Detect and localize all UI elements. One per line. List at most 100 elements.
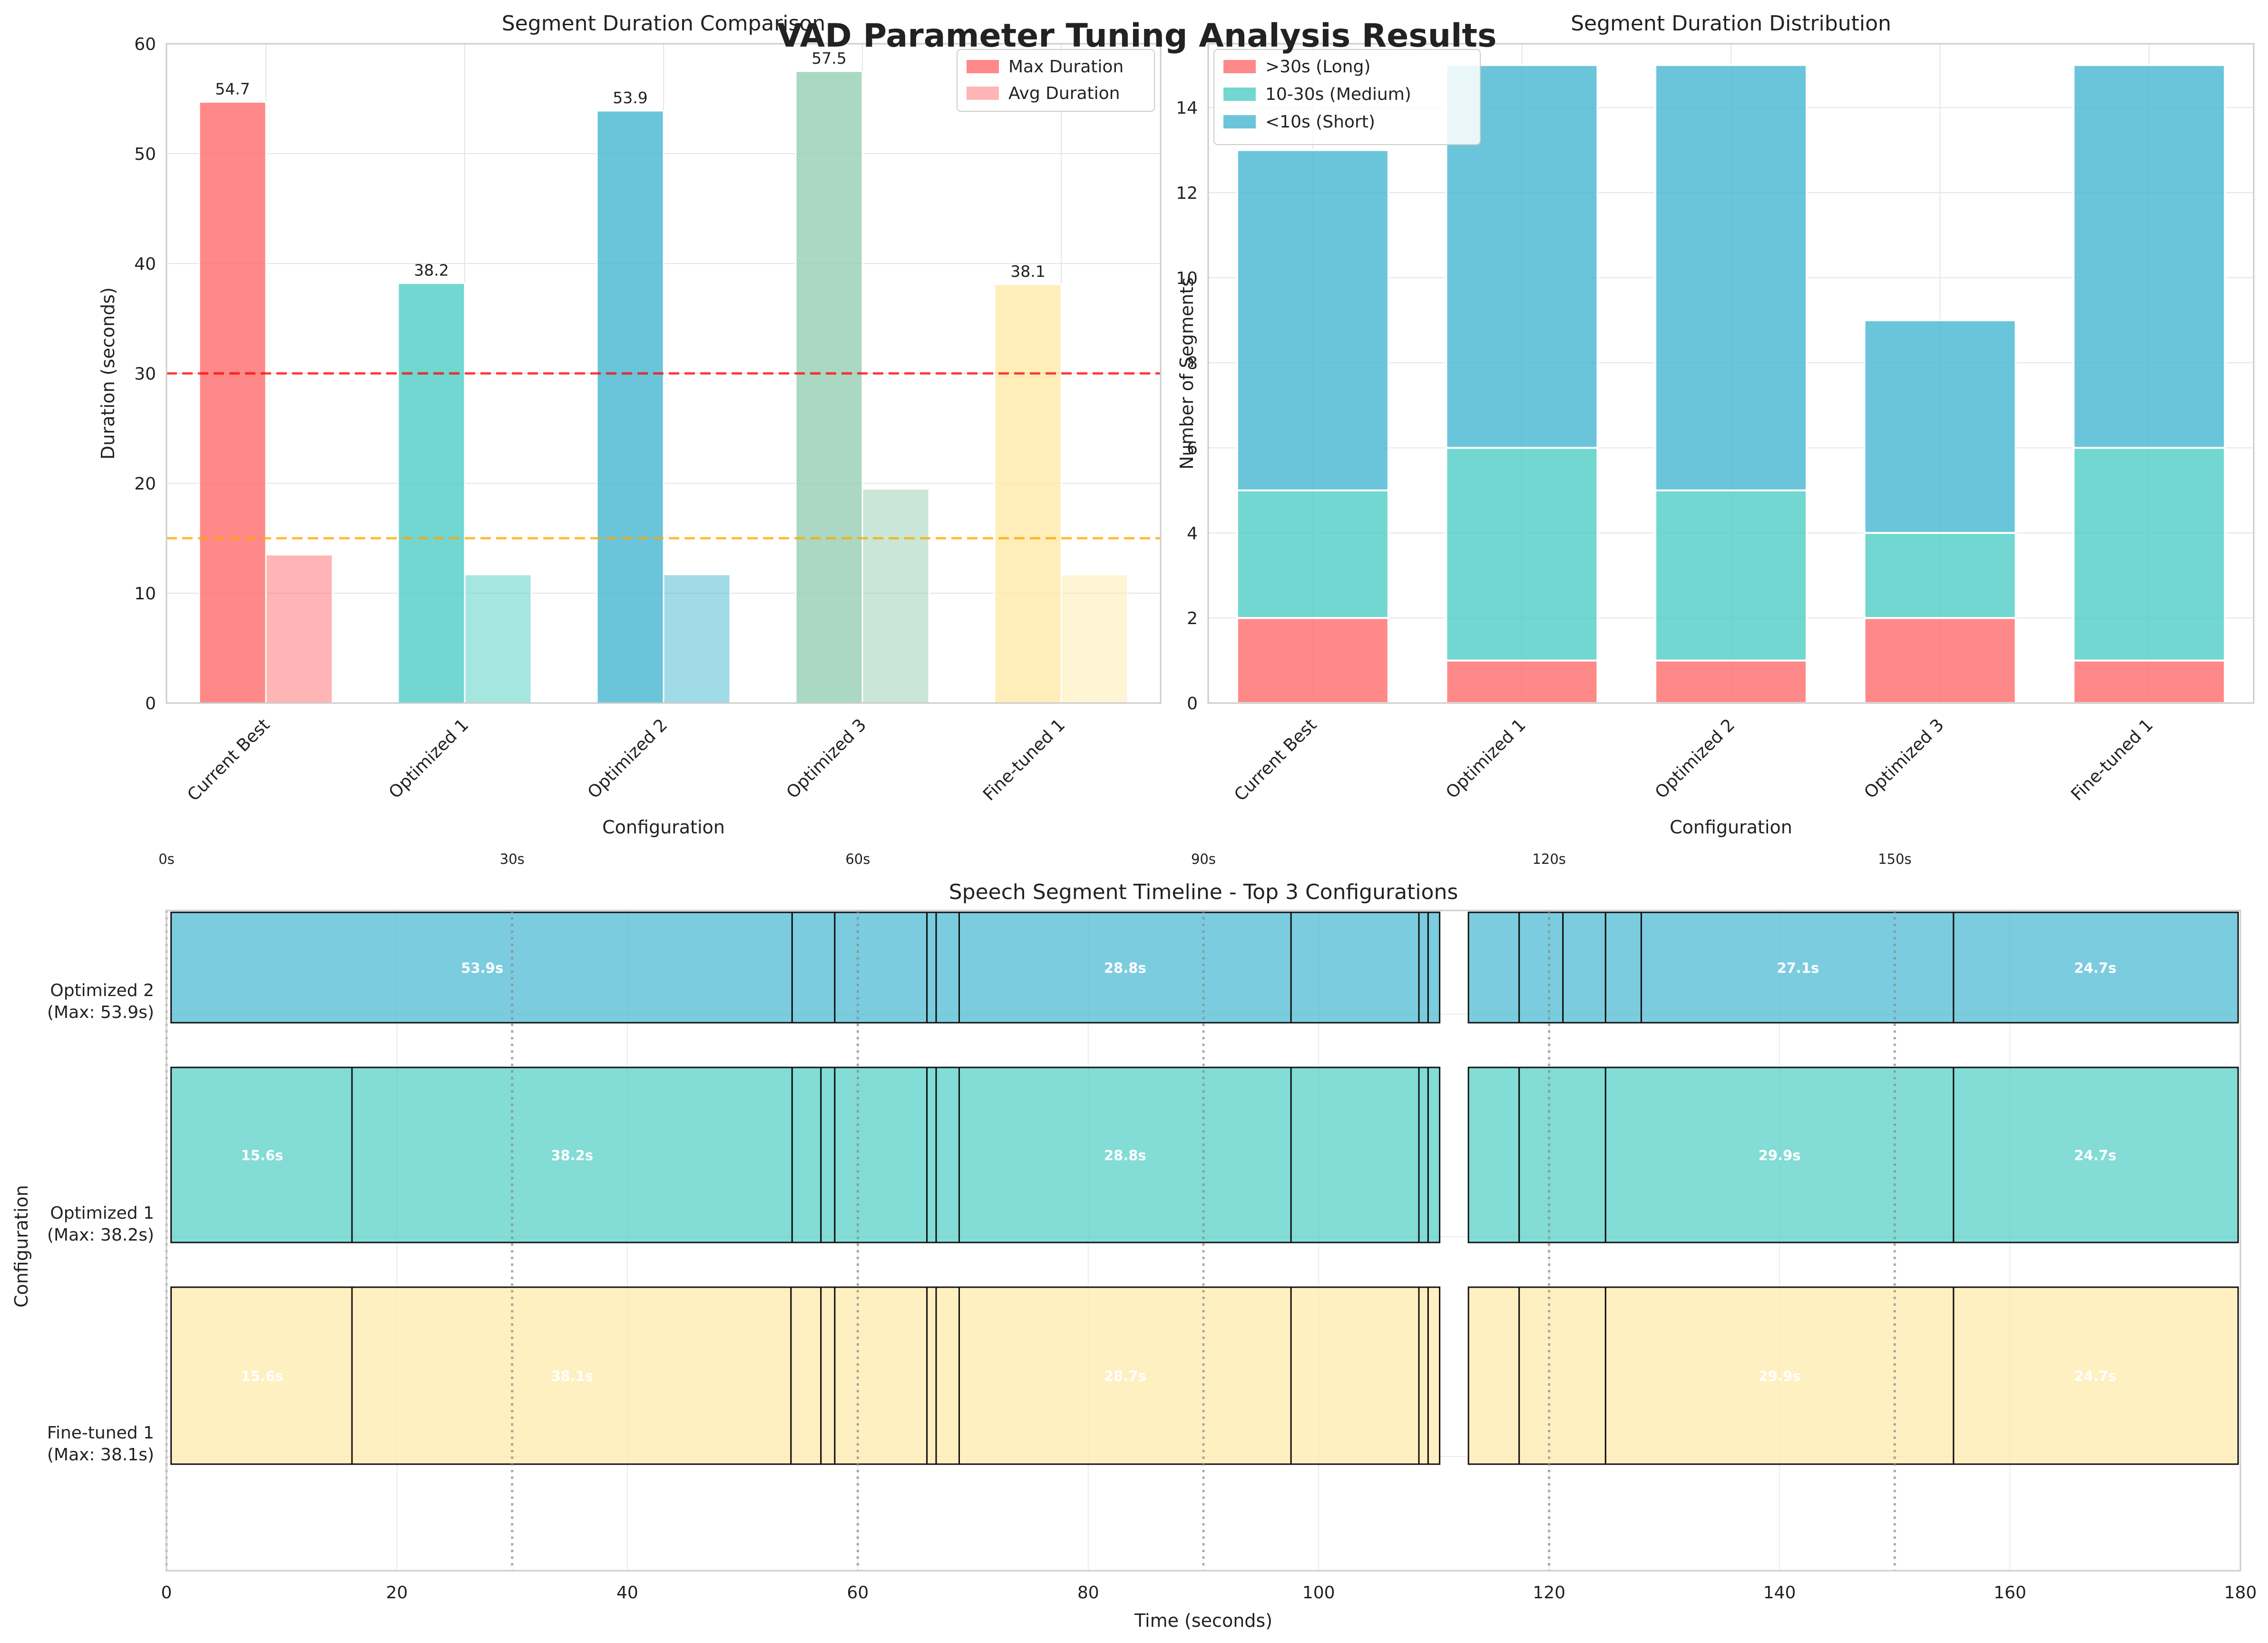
y-tick-label: 12	[1176, 184, 1198, 203]
speech-segment	[1418, 1286, 1429, 1465]
short-segments-bar	[2072, 64, 2226, 449]
speech-segment	[1953, 1066, 2239, 1243]
x-tick-label: 0	[161, 1583, 172, 1603]
speech-segment	[1604, 911, 1642, 1024]
y-tick-label: 8	[1187, 354, 1198, 373]
speech-segment	[820, 1066, 836, 1243]
segment-duration-label: 29.9s	[1759, 1147, 1801, 1164]
speech-segment	[926, 911, 937, 1024]
segment-duration-label: 28.8s	[1104, 960, 1146, 976]
segment-duration-label: 53.9s	[461, 960, 503, 976]
speech-segment	[1640, 911, 1955, 1024]
max-duration-value-label: 57.5	[811, 49, 846, 68]
y-tick-label: 0	[1187, 694, 1198, 714]
figure-title: VAD Parameter Tuning Analysis Results	[777, 17, 1497, 55]
max-duration-bar	[198, 101, 267, 704]
x-tick-label: 120	[1533, 1583, 1565, 1603]
segment-duration-label: 29.9s	[1759, 1368, 1801, 1384]
speech-segment	[790, 1286, 822, 1465]
max-duration-value-label: 53.9	[613, 88, 647, 107]
segment-duration-label: 24.7s	[2074, 960, 2116, 976]
legend-swatch	[1223, 115, 1256, 128]
max-duration-bar	[994, 284, 1062, 704]
chart-title: Segment Duration Comparison	[502, 11, 826, 36]
x-axis-label: Time (seconds)	[1134, 1610, 1272, 1631]
speech-segment	[1290, 911, 1420, 1024]
max-duration-bar	[795, 70, 863, 704]
time-marker-label: 90s	[1191, 851, 1216, 867]
time-marker-label: 60s	[845, 851, 870, 867]
legend-swatch	[1223, 88, 1256, 101]
speech-segment	[1518, 911, 1564, 1024]
medium-segments-bar	[1654, 489, 1808, 662]
short-segments-bar	[1863, 319, 2017, 534]
y-tick-label: 2	[1187, 609, 1198, 628]
speech-segment	[834, 1066, 928, 1243]
speech-segment	[791, 911, 836, 1024]
speech-segment	[1953, 1286, 2239, 1465]
max-duration-bar	[397, 283, 466, 704]
segment-duration-label: 38.2s	[551, 1147, 593, 1164]
avg-duration-bar	[861, 488, 930, 704]
speech-segment	[1518, 1286, 1606, 1465]
speech-segment	[926, 1286, 937, 1465]
legend-swatch	[967, 60, 999, 73]
y-tick-label: 20	[134, 474, 156, 494]
legend-label: Max Duration	[1008, 57, 1124, 77]
row-sublabel: (Max: 53.9s)	[47, 1003, 154, 1022]
long-segments-bar	[1445, 659, 1599, 704]
max-duration-value-label: 54.7	[215, 79, 250, 98]
y-axis-label: Number of Segments	[1176, 277, 1197, 469]
segment-duration-label: 38.1s	[551, 1368, 593, 1384]
y-axis-label: Duration (seconds)	[98, 287, 118, 460]
medium-segments-bar	[1863, 532, 2017, 619]
row-sublabel: (Max: 38.1s)	[47, 1445, 154, 1465]
speech-segment	[1467, 1066, 1520, 1243]
x-tick-label: 160	[1994, 1583, 2026, 1603]
time-marker-label: 30s	[500, 851, 525, 867]
speech-segment	[935, 1286, 960, 1465]
plot-frame	[1207, 43, 2255, 704]
y-tick-label: 10	[134, 584, 156, 604]
segment-duration-label: 15.6s	[241, 1368, 284, 1384]
x-tick-label: 20	[386, 1583, 408, 1603]
speech-segment	[1427, 1286, 1441, 1465]
y-axis-label: Configuration	[11, 1185, 32, 1308]
medium-segments-bar	[2072, 447, 2226, 662]
row-label: Optimized 1	[50, 1203, 154, 1223]
legend-label: 10-30s (Medium)	[1265, 85, 1411, 104]
speech-segment	[170, 911, 793, 1024]
speech-segment	[351, 1066, 793, 1243]
speech-segment	[958, 911, 1292, 1024]
long-segments-bar	[1863, 617, 2017, 704]
plot-frame	[166, 910, 2241, 1572]
speech-segment	[1427, 1066, 1441, 1243]
avg-duration-bar	[663, 574, 731, 704]
y-tick-label: 40	[134, 254, 156, 274]
segment-duration-label: 27.1s	[1777, 960, 1819, 976]
legend-swatch	[1223, 60, 1256, 73]
speech-segment	[170, 1066, 353, 1243]
speech-segment	[820, 1286, 836, 1465]
time-marker-label: 150s	[1878, 851, 1911, 867]
speech-segment	[834, 911, 928, 1024]
y-tick-label: 4	[1187, 524, 1198, 543]
legend-label: >30s (Long)	[1265, 57, 1370, 77]
plot-frame	[166, 43, 1162, 704]
speech-segment	[1953, 911, 2239, 1024]
speech-segment	[1467, 911, 1520, 1024]
medium-segments-bar	[1445, 447, 1599, 662]
chart-title: Segment Duration Distribution	[1571, 11, 1891, 36]
time-marker-label: 120s	[1532, 851, 1565, 867]
long-segments-bar	[2072, 659, 2226, 704]
speech-segment	[1418, 911, 1429, 1024]
row-sublabel: (Max: 38.2s)	[47, 1225, 154, 1245]
short-segments-bar	[1236, 149, 1389, 491]
speech-segment	[791, 1066, 822, 1243]
speech-segment	[935, 1066, 960, 1243]
legend-swatch	[967, 87, 999, 100]
speech-segment	[935, 911, 960, 1024]
speech-segment	[1427, 911, 1441, 1024]
long-segments-bar	[1236, 617, 1389, 704]
